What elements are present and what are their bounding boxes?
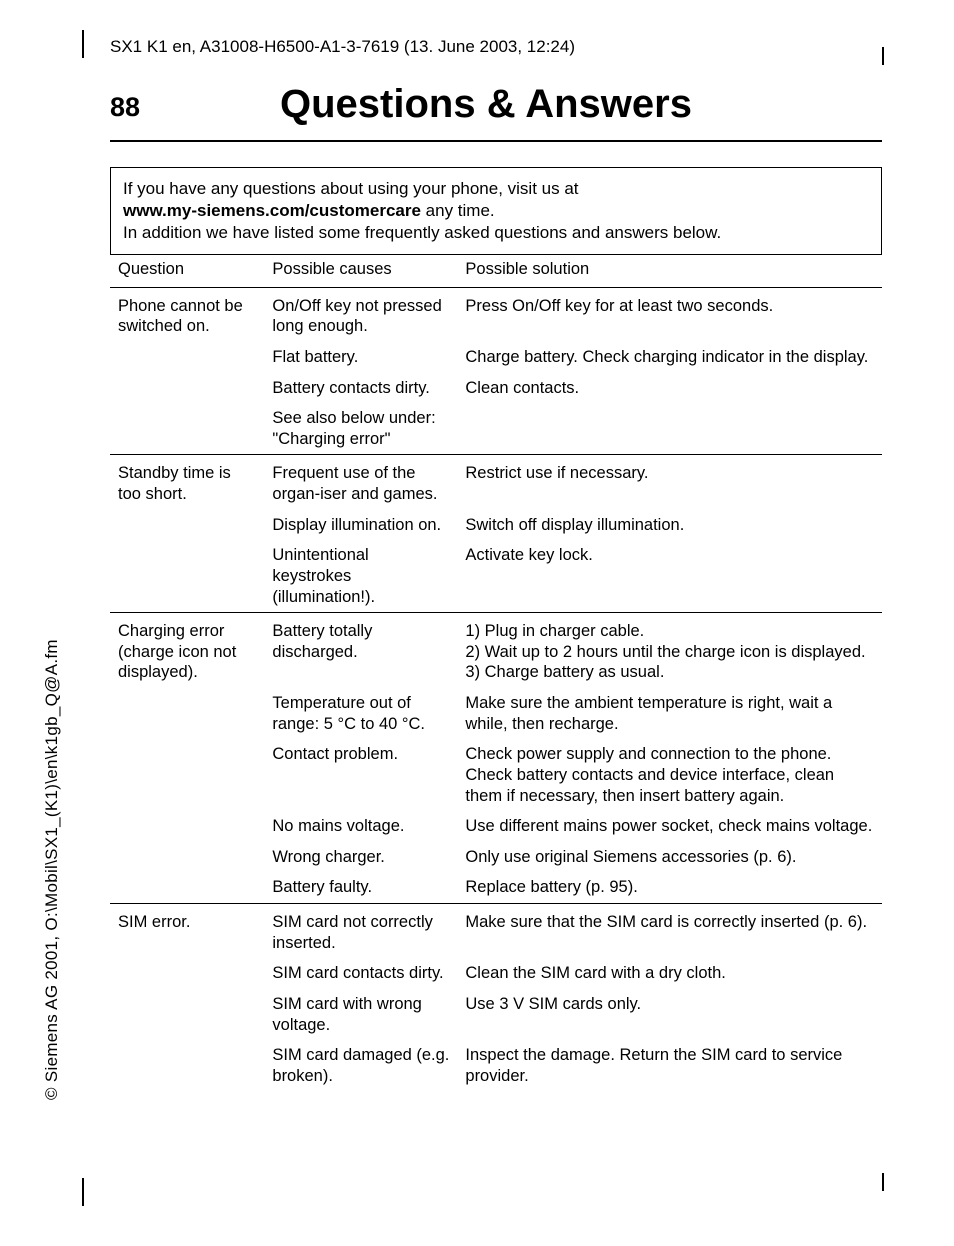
cell-question: Standby time is too short.	[110, 455, 264, 510]
cell-question	[110, 373, 264, 404]
cell-question: Phone cannot be switched on.	[110, 287, 264, 342]
cell-solution: Clean the SIM card with a dry cloth.	[457, 958, 882, 989]
cell-solution: Make sure that the SIM card is correctly…	[457, 904, 882, 959]
cell-solution: 1) Plug in charger cable. 2) Wait up to …	[457, 613, 882, 688]
page-title: Questions & Answers	[280, 82, 692, 127]
side-file-path: © Siemens AG 2001, O:\Mobil\SX1_(K1)\en\…	[42, 639, 62, 1100]
cell-question	[110, 739, 264, 811]
cell-cause: Display illumination on.	[264, 510, 457, 541]
table-row: Battery contacts dirty.Clean contacts.	[110, 373, 882, 404]
table-row: SIM error.SIM card not correctly inserte…	[110, 904, 882, 959]
cell-solution: Make sure the ambient temperature is rig…	[457, 688, 882, 739]
cell-question	[110, 1040, 264, 1091]
table-row: Unintentional keystrokes (illumination!)…	[110, 540, 882, 612]
cell-cause: No mains voltage.	[264, 811, 457, 842]
cell-cause: SIM card damaged (e.g. broken).	[264, 1040, 457, 1091]
table-row: See also below under: "Charging error"	[110, 403, 882, 455]
table-row: SIM card damaged (e.g. broken).Inspect t…	[110, 1040, 882, 1091]
cell-solution	[457, 403, 882, 455]
cell-solution: Switch off display illumination.	[457, 510, 882, 541]
crop-mark	[882, 47, 884, 65]
cell-question	[110, 342, 264, 373]
cell-cause: Contact problem.	[264, 739, 457, 811]
cell-question	[110, 811, 264, 842]
table-row: Display illumination on.Switch off displ…	[110, 510, 882, 541]
cell-question	[110, 540, 264, 612]
table-row: No mains voltage.Use different mains pow…	[110, 811, 882, 842]
cell-cause: SIM card contacts dirty.	[264, 958, 457, 989]
cell-solution: Use 3 V SIM cards only.	[457, 989, 882, 1040]
cell-question	[110, 989, 264, 1040]
header-meta: SX1 K1 en, A31008-H6500-A1-3-7619 (13. J…	[110, 37, 575, 57]
cell-question	[110, 958, 264, 989]
cell-question: SIM error.	[110, 904, 264, 959]
cell-cause: Frequent use of the organ-iser and games…	[264, 455, 457, 510]
title-rule	[110, 140, 882, 142]
table-row: Charging error (charge icon not displaye…	[110, 613, 882, 688]
cell-cause: Unintentional keystrokes (illumination!)…	[264, 540, 457, 612]
table-row: Wrong charger.Only use original Siemens …	[110, 842, 882, 873]
intro-line2: In addition we have listed some frequent…	[123, 223, 721, 242]
table-header-row: Question Possible causes Possible soluti…	[110, 252, 882, 287]
cell-solution: Restrict use if necessary.	[457, 455, 882, 510]
cell-cause: Battery faulty.	[264, 872, 457, 903]
header-solution: Possible solution	[457, 252, 882, 287]
table-row: Battery faulty.Replace battery (p. 95).	[110, 872, 882, 903]
page-number: 88	[110, 92, 140, 123]
cell-question: Charging error (charge icon not displaye…	[110, 613, 264, 688]
cell-cause: Wrong charger.	[264, 842, 457, 873]
table-row: Phone cannot be switched on.On/Off key n…	[110, 287, 882, 342]
cell-cause: Battery totally discharged.	[264, 613, 457, 688]
cell-question	[110, 872, 264, 903]
cell-question	[110, 688, 264, 739]
cell-solution: Activate key lock.	[457, 540, 882, 612]
cell-cause: Temperature out of range: 5 °C to 40 °C.	[264, 688, 457, 739]
cell-cause: Battery contacts dirty.	[264, 373, 457, 404]
cell-cause: On/Off key not pressed long enough.	[264, 287, 457, 342]
cell-solution: Inspect the damage. Return the SIM card …	[457, 1040, 882, 1091]
cell-solution: Replace battery (p. 95).	[457, 872, 882, 903]
cell-cause: SIM card not correctly inserted.	[264, 904, 457, 959]
cell-solution: Check power supply and connection to the…	[457, 739, 882, 811]
qa-table: Question Possible causes Possible soluti…	[110, 252, 882, 1091]
table-row: Standby time is too short.Frequent use o…	[110, 455, 882, 510]
cell-cause: Flat battery.	[264, 342, 457, 373]
header-cause: Possible causes	[264, 252, 457, 287]
intro-line1: If you have any questions about using yo…	[123, 179, 579, 198]
cell-solution: Charge battery. Check charging indicator…	[457, 342, 882, 373]
table-row: Temperature out of range: 5 °C to 40 °C.…	[110, 688, 882, 739]
table-row: SIM card with wrong voltage.Use 3 V SIM …	[110, 989, 882, 1040]
cell-question	[110, 842, 264, 873]
intro-box: If you have any questions about using yo…	[110, 167, 882, 255]
crop-mark	[82, 30, 84, 58]
cell-question	[110, 403, 264, 455]
qa-table-wrap: Question Possible causes Possible soluti…	[110, 252, 882, 1091]
table-row: Flat battery.Charge battery. Check charg…	[110, 342, 882, 373]
table-row: SIM card contacts dirty.Clean the SIM ca…	[110, 958, 882, 989]
table-row: Contact problem.Check power supply and c…	[110, 739, 882, 811]
intro-url: www.my-siemens.com/customercare	[123, 201, 421, 220]
cell-solution: Use different mains power socket, check …	[457, 811, 882, 842]
intro-after: any time.	[421, 201, 495, 220]
header-question: Question	[110, 252, 264, 287]
cell-cause: SIM card with wrong voltage.	[264, 989, 457, 1040]
crop-mark	[82, 1178, 84, 1206]
cell-question	[110, 510, 264, 541]
crop-mark	[882, 1173, 884, 1191]
cell-solution: Clean contacts.	[457, 373, 882, 404]
cell-solution: Only use original Siemens accessories (p…	[457, 842, 882, 873]
cell-solution: Press On/Off key for at least two second…	[457, 287, 882, 342]
cell-cause: See also below under: "Charging error"	[264, 403, 457, 455]
